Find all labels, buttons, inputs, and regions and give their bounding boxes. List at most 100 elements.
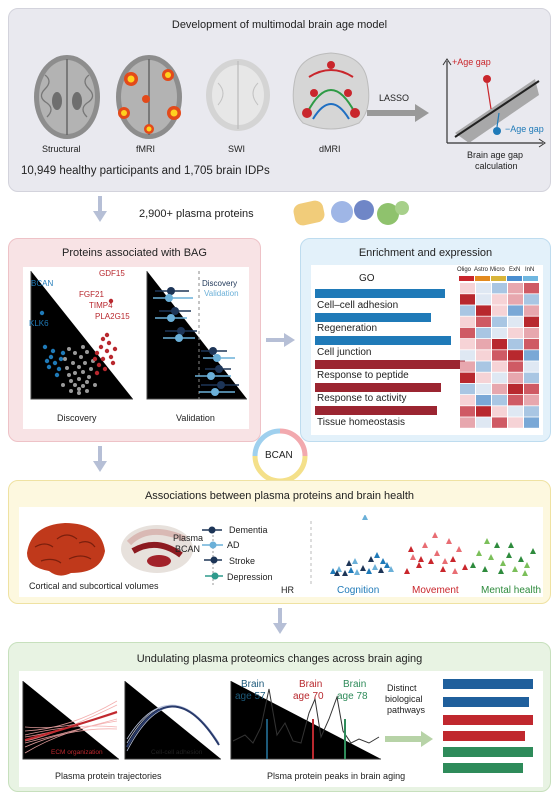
flow-arrow-3 [273, 608, 287, 634]
movement-marker [446, 538, 452, 544]
heatmap-cell [508, 327, 523, 339]
panel-title: Associations between plasma proteins and… [144, 490, 415, 502]
celltype-astro: Astro [474, 267, 489, 273]
mental-health-marker [512, 566, 518, 572]
cognition-marker [336, 566, 342, 572]
mental-health-marker [470, 562, 476, 568]
celltype-exn: ExN [509, 267, 521, 273]
heatmap-cell [492, 406, 507, 417]
heatmap-cell [524, 383, 539, 395]
health-panel: Associations between plasma proteins and… [8, 480, 551, 604]
brain-age-70-line2: age 70 [293, 691, 324, 702]
heatmap-cell [524, 395, 539, 406]
gap-calc-line2: calculation [475, 161, 518, 171]
age-gap-minus: −Age gap [505, 124, 544, 134]
heatmap-cell [508, 417, 523, 428]
heatmap-cell [492, 372, 507, 383]
bcan-hub-label: BCAN [265, 450, 293, 461]
volcano-label-fgf21: FGF21 [79, 290, 104, 299]
movement-marker [418, 556, 424, 562]
heatmap-cell [476, 339, 491, 350]
outcome-hr: HR [281, 585, 294, 595]
volcano-label-bcan: BCAN [31, 279, 54, 288]
heatmap-cell [460, 417, 475, 428]
heatmap-cell [492, 305, 507, 316]
panel-title: Development of multimodal brain age mode… [171, 19, 388, 31]
heatmap-cell [460, 305, 475, 316]
cognition-marker [360, 565, 366, 571]
modality-swi: SWI [228, 144, 245, 154]
cognition-marker [384, 562, 390, 568]
caption-discovery: Discovery [57, 413, 97, 423]
brain-age-70-line1: Brain [299, 679, 323, 690]
dmri-brain-icon [292, 52, 370, 130]
heatmap-cell [492, 417, 507, 428]
heatmap-cell [524, 406, 539, 417]
volumes-caption: Cortical and subcortical volumes [29, 581, 159, 591]
go-term-1: Cell–cell adhesion [317, 300, 399, 311]
heatmap-cell [476, 361, 491, 372]
cognition-marker [368, 556, 374, 562]
heatmap-cell [460, 294, 475, 305]
enrichment-bars-heatmap [315, 276, 538, 415]
protein-blobs-icon [293, 200, 409, 226]
cognition-marker [362, 515, 368, 520]
heatmap-cell [492, 316, 507, 327]
cognition-marker [388, 566, 394, 572]
fmri-brain-icon [116, 55, 182, 139]
go-label: GO [359, 273, 375, 284]
bag-panel: Proteins associated with BAG [8, 238, 261, 442]
distinct-line1: Distinct [387, 683, 417, 693]
heatmap-cell [508, 283, 523, 294]
go-term-5: Response to activity [317, 393, 407, 404]
heatmap-cell [508, 395, 523, 406]
cognition-label: Cognition [337, 585, 380, 596]
heatmap-cell [524, 327, 539, 339]
heatmap-cell [460, 361, 475, 372]
heatmap-cell [460, 372, 475, 383]
go-term-6: Tissue homeostasis [317, 417, 405, 428]
heatmap-cell [524, 294, 539, 305]
outcome-ad: AD [227, 540, 240, 550]
brain-age-78-line1: Brain [343, 679, 367, 690]
plasma-label: Plasma [173, 533, 204, 543]
heatmap-cell [492, 350, 507, 361]
heatmap-cell [508, 339, 523, 350]
panel-title: Undulating plasma proteomics changes acr… [136, 653, 423, 665]
heatmap-cell [524, 339, 539, 350]
heatmap-cell [508, 316, 523, 327]
volcano-label-pla2g15: PLA2G15 [95, 312, 130, 321]
cognition-marker [346, 560, 352, 566]
mental-health-marker [518, 556, 524, 562]
movement-marker [434, 550, 440, 556]
brain-age-model-panel: Development of multimodal brain age mode… [8, 8, 551, 192]
volcano-label-klk6: KLK6 [29, 319, 49, 328]
heatmap-cell [524, 316, 539, 327]
cognition-marker [330, 568, 336, 574]
heatmap-cell [492, 383, 507, 395]
aging-graphics [22, 679, 533, 773]
movement-marker [440, 566, 446, 572]
mental-health-marker [506, 552, 512, 558]
flow-arrow-right [266, 333, 295, 347]
movement-marker [404, 568, 410, 574]
cognition-marker [352, 558, 358, 564]
flow-arrow-2 [93, 446, 107, 472]
caption-peaks: Plsma protein peaks in brain aging [267, 771, 406, 781]
heatmap-cell [524, 283, 539, 294]
mental-health-marker [530, 548, 536, 554]
caption-trajectories: Plasma protein trajectories [55, 771, 162, 781]
heatmap-cell [524, 305, 539, 316]
heatmap-cell [492, 361, 507, 372]
mental-health-marker [508, 542, 514, 548]
heatmap-cell [476, 316, 491, 327]
health-scatter [330, 515, 536, 576]
modality-fmri: fMRI [136, 144, 155, 154]
celltype-inn: InN [525, 267, 535, 273]
heatmap-cell [476, 417, 491, 428]
heatmap-cell [460, 316, 475, 327]
mental-health-marker [476, 550, 482, 556]
movement-marker [416, 562, 422, 568]
caption-validation: Validation [176, 413, 215, 423]
cognition-marker [378, 567, 384, 573]
